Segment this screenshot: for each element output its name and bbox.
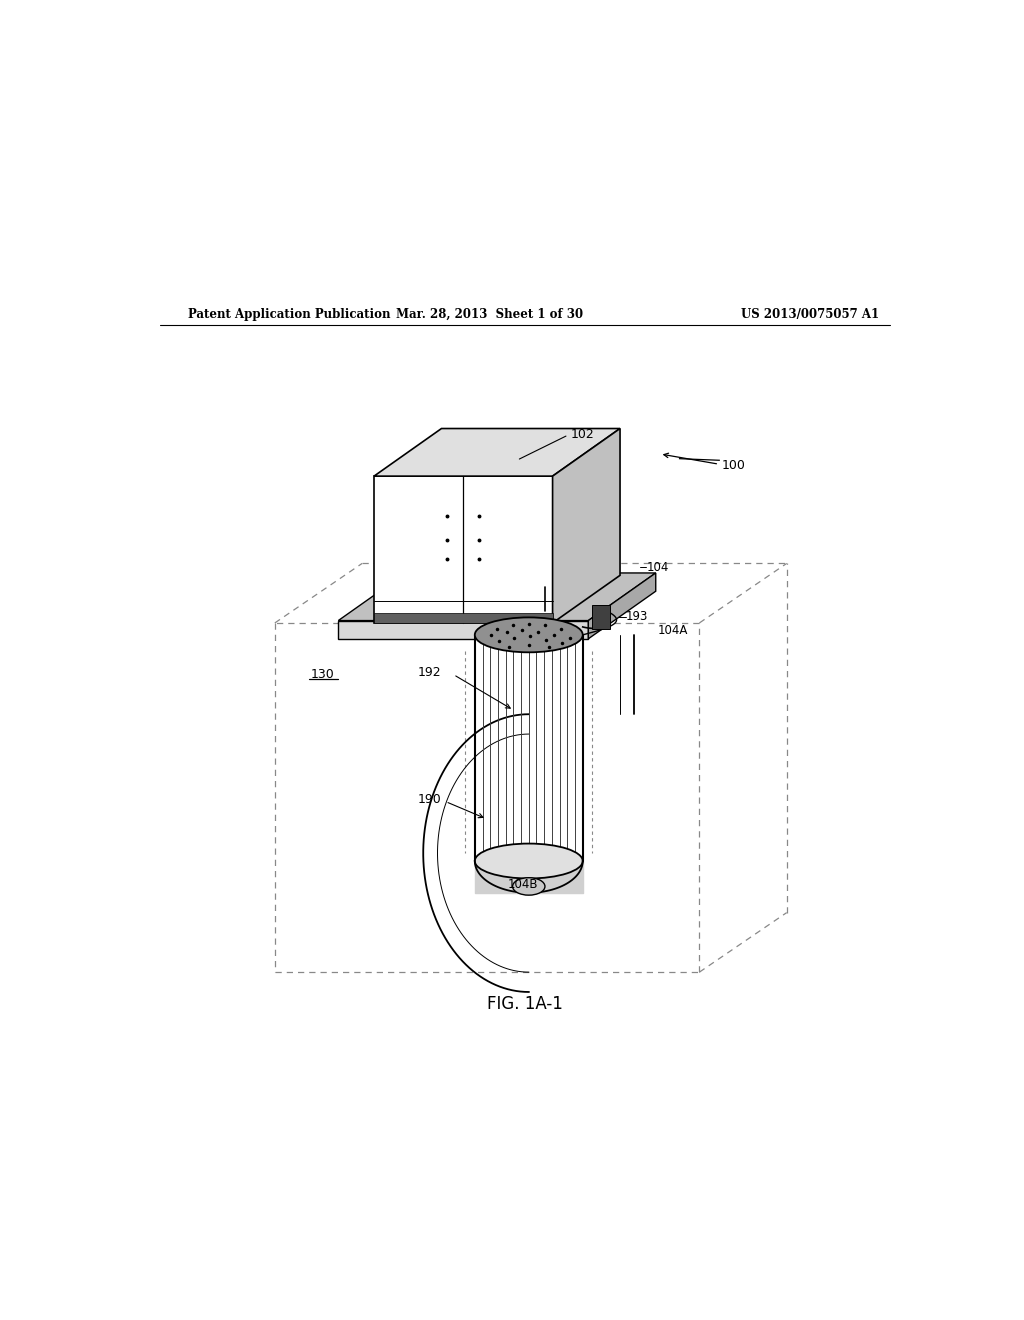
Polygon shape [588, 573, 655, 639]
Text: Patent Application Publication: Patent Application Publication [187, 308, 390, 321]
Polygon shape [374, 429, 620, 477]
Text: 104B: 104B [508, 878, 539, 891]
Text: 104A: 104A [658, 624, 688, 638]
Ellipse shape [513, 878, 545, 895]
Polygon shape [553, 429, 620, 623]
Text: 130: 130 [310, 668, 334, 681]
Ellipse shape [475, 843, 583, 879]
Text: 100: 100 [722, 459, 745, 473]
Text: FIG. 1A-1: FIG. 1A-1 [486, 995, 563, 1012]
Text: 190: 190 [418, 793, 441, 807]
Text: Mar. 28, 2013  Sheet 1 of 30: Mar. 28, 2013 Sheet 1 of 30 [395, 308, 583, 321]
Ellipse shape [475, 618, 583, 652]
Text: 192: 192 [418, 665, 441, 678]
Text: 104: 104 [646, 561, 669, 574]
Polygon shape [374, 614, 553, 623]
FancyBboxPatch shape [592, 605, 609, 628]
Text: 102: 102 [570, 428, 595, 441]
Polygon shape [338, 620, 588, 639]
Text: US 2013/0075057 A1: US 2013/0075057 A1 [741, 308, 880, 321]
Polygon shape [475, 635, 583, 861]
Polygon shape [374, 477, 553, 623]
Text: 193: 193 [626, 610, 648, 623]
Polygon shape [338, 573, 655, 620]
